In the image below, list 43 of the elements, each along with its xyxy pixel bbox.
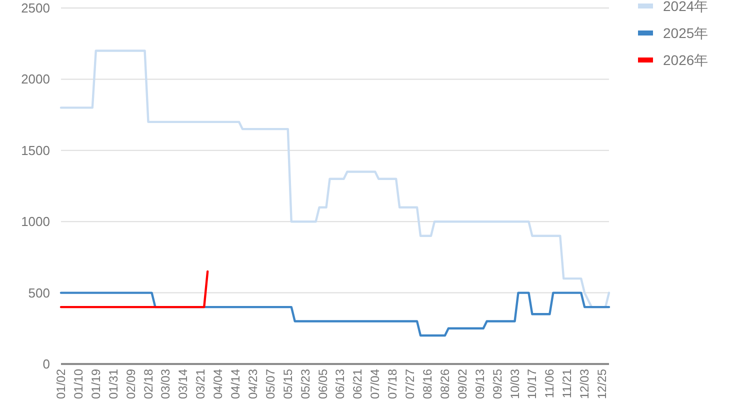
x-tick-label: 08/26 [438,368,452,400]
x-tick-label: 10/17 [525,368,540,400]
x-tick-label: 01/10 [71,368,86,400]
x-tick-label: 02/09 [124,368,138,400]
x-tick-label: 05/07 [263,368,278,400]
y-tick-label: 2500 [21,0,50,16]
line-series [60,292,610,337]
legend-label: 2025年 [663,25,708,41]
x-tick-label: 05/23 [298,368,312,400]
legend-label: 2024年 [663,0,708,14]
legend-label: 2026年 [663,52,708,68]
x-tick-label: 02/18 [141,368,156,400]
x-tick-label: 08/16 [420,368,434,400]
y-tick-label: 0 [42,356,50,372]
y-tick-label: 1500 [21,142,50,158]
x-tick-label: 09/25 [490,368,504,400]
x-tick-label: 12/25 [595,368,610,400]
x-tick-label: 01/31 [106,368,120,400]
x-tick-label: 06/21 [350,368,365,400]
x-tick-label: 03/14 [176,368,190,400]
x-tick-label: 04/23 [246,368,260,400]
x-tick-label: 01/02 [54,368,68,400]
line-series [60,50,610,308]
x-tick-label: 07/18 [386,368,400,400]
x-tick-label: 01/19 [88,368,103,400]
x-tick-label: 09/02 [455,368,470,400]
x-tick-label: 11/21 [560,368,574,398]
x-tick-label: 10/03 [508,368,522,400]
x-tick-label: 03/03 [158,368,173,400]
x-tick-label: 11/06 [542,368,557,398]
x-tick-label: 07/04 [368,368,382,400]
y-tick-label: 500 [28,285,50,300]
x-tick-label: 03/21 [194,368,208,400]
x-tick-label: 04/14 [228,368,243,400]
y-tick-label: 1000 [21,214,50,230]
x-tick-label: 09/13 [472,368,487,400]
x-tick-label: 07/27 [403,368,418,400]
x-tick-label: 06/13 [333,368,348,400]
x-tick-label: 04/04 [211,368,226,400]
x-tick-label: 06/05 [316,368,330,400]
x-tick-label: 05/15 [280,368,295,400]
x-tick-label: 12/03 [578,368,592,400]
y-tick-label: 2000 [21,72,50,87]
